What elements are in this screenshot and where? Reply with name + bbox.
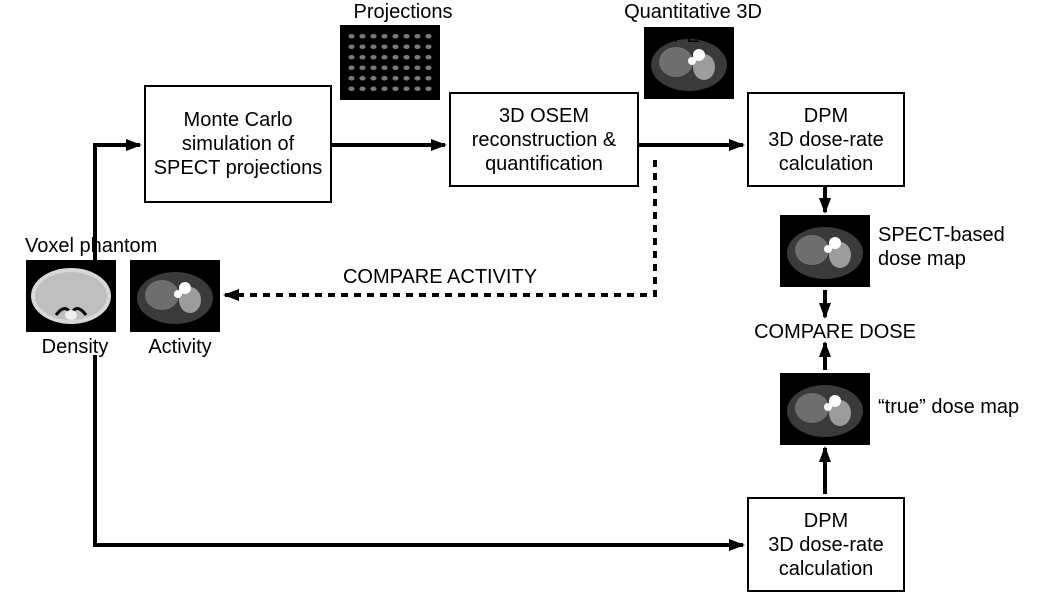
label-true-dose-map: “true” dose map	[878, 395, 1038, 419]
image-density	[26, 260, 116, 332]
box-dpm-top: DPM 3D dose-rate calculation	[747, 92, 905, 187]
label-compare-activity: COMPARE ACTIVITY	[310, 265, 570, 289]
image-spect-dose	[780, 215, 870, 287]
arrow-phantom-to-dpm-bottom	[95, 355, 743, 545]
box-osem: 3D OSEM reconstruction & quantification	[449, 92, 639, 187]
label-voxel-phantom: Voxel phantom	[25, 234, 225, 258]
image-projections	[340, 25, 440, 100]
label-quant-spect: Quantitative 3D SPECT	[613, 0, 773, 48]
box-monte-carlo: Monte Carlo simulation of SPECT projecti…	[144, 85, 332, 203]
box-dpm-bottom: DPM 3D dose-rate calculation	[747, 497, 905, 592]
label-density: Density	[35, 335, 115, 359]
label-activity: Activity	[140, 335, 220, 359]
label-projections: Projections	[343, 0, 463, 24]
image-activity	[130, 260, 220, 332]
label-spect-dose-map: SPECT-based dose map	[878, 223, 1038, 271]
label-compare-dose: COMPARE DOSE	[735, 320, 935, 344]
image-true-dose	[780, 373, 870, 445]
